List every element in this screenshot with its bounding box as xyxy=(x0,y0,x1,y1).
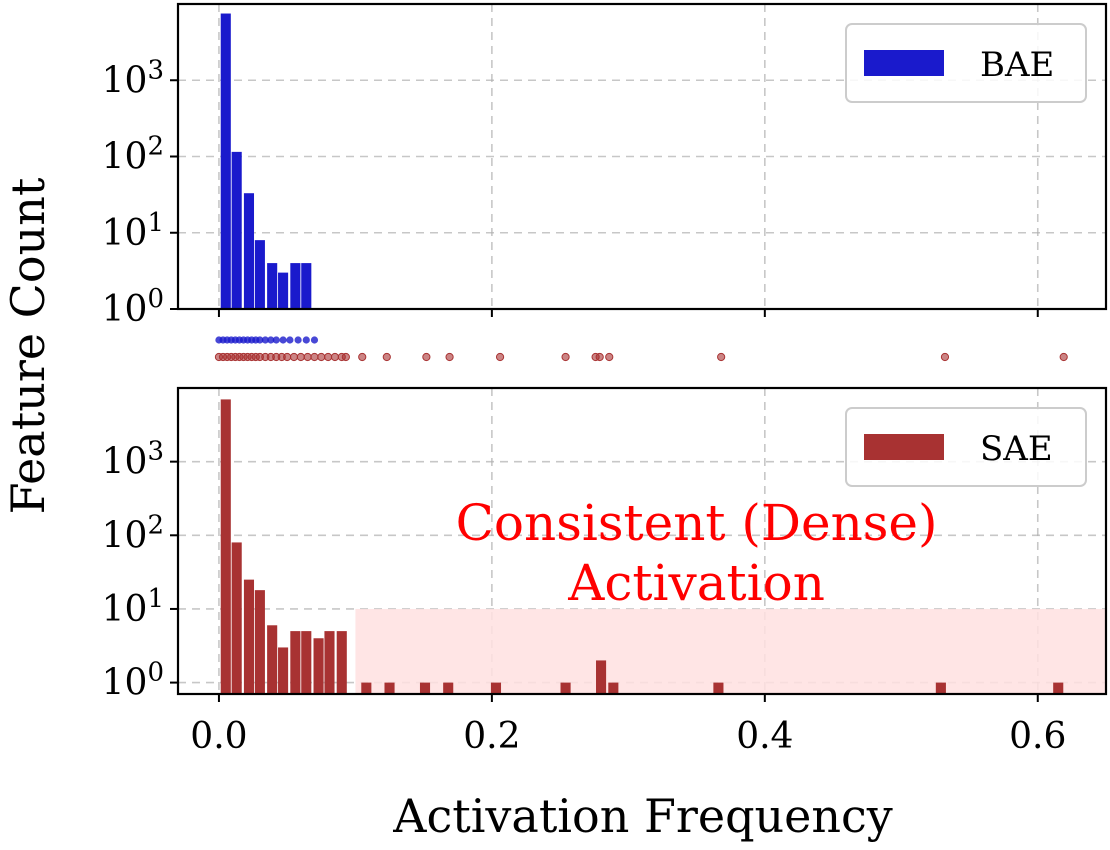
sae-strip-point-19 xyxy=(310,352,319,362)
sae-strip-point-34 xyxy=(717,352,726,362)
sae-bar-15 xyxy=(490,682,502,694)
sae-strip-point-15 xyxy=(283,352,292,362)
sae-strip-point-27 xyxy=(422,352,431,362)
sae-strip-point-25 xyxy=(358,352,367,362)
sae-bar-11 xyxy=(361,682,372,694)
sae-bar-3 xyxy=(254,590,265,694)
bae-strip-point-11 xyxy=(261,336,269,344)
bae-ytick-label-0: 100 xyxy=(102,284,164,330)
strip-layer xyxy=(214,336,1068,362)
shade-layer xyxy=(355,608,1107,694)
bae-bar-5 xyxy=(278,272,289,309)
sae-bar-18 xyxy=(608,682,619,694)
sae-strip-point-33 xyxy=(605,352,614,362)
sae-bar-10 xyxy=(336,631,347,694)
annotation-line-2: Activation xyxy=(567,554,825,612)
bae-ytick-label-1: 101 xyxy=(102,208,164,254)
xtick-label-0: 0.0 xyxy=(190,716,247,757)
bae-bar-7 xyxy=(301,263,312,309)
bae-strip-point-13 xyxy=(272,336,280,344)
sae-bar-21 xyxy=(1053,682,1064,694)
sae-bar-9 xyxy=(324,631,335,694)
sae-strip-point-16 xyxy=(289,352,299,362)
sae-strip-point-35 xyxy=(940,352,950,362)
legend-layer: BAE SAE xyxy=(845,23,1087,487)
xtick-label-3: 0.6 xyxy=(1009,716,1066,757)
sae-bar-5 xyxy=(278,647,289,694)
bae-bar-0 xyxy=(220,13,231,309)
bae-bar-4 xyxy=(267,263,278,309)
bae-strip-point-12 xyxy=(267,336,275,344)
sae-legend-box xyxy=(845,407,1087,487)
sae-strip-point-22 xyxy=(330,352,340,362)
sae-axes-frame xyxy=(176,386,1108,696)
sae-strip-point-20 xyxy=(317,352,326,362)
sae-ytick-label-1: 101 xyxy=(102,584,164,630)
sae-strip-point-29 xyxy=(495,352,505,362)
bae-strip-point-15 xyxy=(286,336,294,344)
sae-strip-point-36 xyxy=(1059,352,1068,362)
sae-bar-2 xyxy=(243,579,255,694)
xtick-label-1: 0.2 xyxy=(463,716,520,757)
sae-bar-20 xyxy=(935,682,946,694)
x-axis-title: Activation Frequency xyxy=(392,789,893,843)
sae-bar-7 xyxy=(301,631,312,694)
sae-strip-point-17 xyxy=(296,352,305,362)
bae-legend-swatch xyxy=(864,50,944,76)
bae-strip-point-18 xyxy=(310,336,319,344)
y-axis-title: Feature Count xyxy=(1,177,55,514)
bae-bar-6 xyxy=(290,263,301,309)
sae-ytick-label-3: 103 xyxy=(102,437,164,483)
annotation-line-1: Consistent (Dense) xyxy=(456,494,938,552)
bae-strip-point-14 xyxy=(279,336,287,344)
bae-legend-label: BAE xyxy=(980,45,1054,85)
bae-ytick-label-2: 102 xyxy=(102,132,164,178)
sae-bar-14 xyxy=(443,682,454,694)
sae-bar-4 xyxy=(267,625,278,694)
sae-legend-swatch xyxy=(864,434,944,460)
sae-strip-point-32 xyxy=(595,352,604,362)
sae-strip-point-21 xyxy=(324,352,333,362)
sae-strip-point-28 xyxy=(445,352,454,362)
sae-ytick-label-2: 102 xyxy=(102,510,164,556)
sae-legend-label: SAE xyxy=(980,429,1053,469)
sae-bar-13 xyxy=(419,682,431,694)
sae-bar-19 xyxy=(713,682,724,694)
sae-bar-17 xyxy=(596,660,607,694)
bae-strip-point-16 xyxy=(294,336,302,344)
sae-bar-8 xyxy=(313,638,324,694)
bar-layer xyxy=(220,13,1064,694)
sae-strip-point-24 xyxy=(341,352,350,362)
sae-bar-16 xyxy=(560,682,571,694)
sae-strip-point-18 xyxy=(303,352,312,362)
sae-bar-0 xyxy=(220,399,231,694)
bae-strip-point-10 xyxy=(256,336,264,344)
bae-bar-1 xyxy=(231,151,242,309)
bae-strip-point-17 xyxy=(302,336,310,344)
sae-strip-point-30 xyxy=(561,352,570,362)
bae-ytick-label-3: 103 xyxy=(102,55,164,101)
dense-activation-region xyxy=(355,608,1107,694)
sae-bar-12 xyxy=(384,682,395,694)
xtick-label-2: 0.4 xyxy=(736,716,793,757)
bae-bar-3 xyxy=(254,240,265,309)
sae-ytick-label-0: 100 xyxy=(102,658,164,704)
sae-bar-1 xyxy=(231,542,242,694)
sae-strip-point-26 xyxy=(382,352,391,362)
bae-legend-box xyxy=(845,23,1087,103)
bae-bar-2 xyxy=(243,193,255,309)
sae-bar-6 xyxy=(290,631,301,694)
